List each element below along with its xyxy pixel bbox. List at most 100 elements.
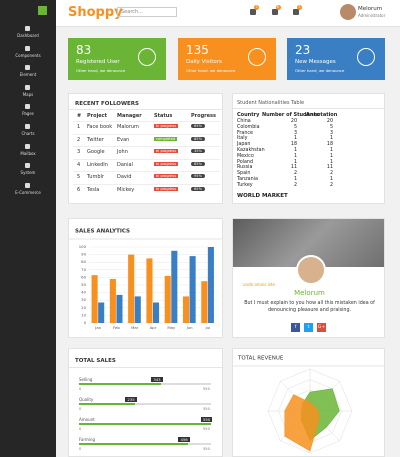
bar (171, 250, 178, 323)
column-header: Progress (191, 113, 216, 119)
social-button[interactable]: f (291, 323, 300, 332)
table-cell: 6 (77, 186, 81, 193)
column-header: Country (237, 112, 260, 118)
table-cell: 1 (293, 148, 297, 153)
menu-icon (25, 65, 30, 71)
y-tick-label: 30 (81, 297, 86, 302)
row-divider (73, 183, 220, 185)
column-header: Project (87, 113, 108, 119)
x-tick-label: May (167, 325, 176, 330)
table-cell: 2 (293, 171, 297, 177)
x-tick-label: Apr (150, 325, 157, 330)
social-button[interactable]: G+ (317, 323, 326, 332)
table-cell: Japan (237, 142, 251, 148)
menu-item[interactable]: Maps (22, 91, 34, 97)
table-cell: 2 (329, 182, 333, 188)
bar (201, 281, 208, 323)
table-cell: 3 (329, 130, 333, 136)
column-header: Status (154, 113, 173, 119)
avatar[interactable] (340, 4, 356, 20)
radar-chart: TOTAL REVENUE (233, 356, 384, 454)
menu-icon (25, 104, 30, 110)
y-tick-label: 20 (81, 305, 86, 310)
table-cell: Kazakhstan (237, 148, 265, 153)
bar (98, 302, 105, 323)
table-cell: LinkedIn (87, 161, 108, 168)
table-title: RECENT FOLLOWERS (75, 101, 139, 107)
user-role: Administrator (358, 13, 386, 18)
y-tick-label: 50 (81, 282, 86, 287)
y-tick-label: 0 (84, 320, 87, 325)
stat-card: 135 Daily Visitors Other hand, we denounce (178, 38, 276, 80)
table-cell: Turkey (237, 182, 253, 188)
table-cell: David (117, 174, 132, 180)
user-name: Melorum (358, 6, 383, 12)
scale-min: 0 (79, 427, 82, 431)
table-cell: 11 (326, 165, 333, 171)
menu-toggle[interactable] (38, 6, 47, 15)
profile-tag: unde omnis iste (243, 282, 275, 287)
bar (207, 247, 214, 323)
chart-title: SALES ANALYTICS (75, 229, 130, 235)
table-cell: 2 (77, 136, 81, 143)
table-cell: 18 (326, 142, 333, 148)
value-badge: 456 (178, 437, 190, 442)
badge: 3 (254, 5, 259, 10)
chart-title: TOTAL REVENUE (237, 356, 284, 362)
stat-value: 135 (186, 43, 209, 57)
progress-bar (79, 383, 162, 385)
menu-item[interactable]: Mailbox (20, 150, 36, 156)
total-sales-card: TOTAL SALES Selling 343 0 550 Quality 235 0 550 A… (68, 348, 223, 457)
progress-badge: 65% (191, 186, 205, 191)
scale-min: 0 (79, 387, 82, 391)
search-placeholder: Search... (121, 9, 143, 15)
bar-chart: SALES ANALYTICS 0 10 20 30 40 50 60 70 80 90 100 Jan… (69, 229, 222, 330)
y-tick-label: 10 (81, 312, 86, 317)
table-cell: France (237, 130, 253, 136)
row-divider (73, 133, 220, 135)
table-cell: 1 (329, 159, 333, 165)
menu-item[interactable]: Charts (21, 131, 35, 136)
table-cell: 5 (329, 124, 333, 130)
menu-item[interactable]: System (20, 170, 36, 176)
stat-icon (248, 48, 266, 66)
status-badge: In progress (154, 186, 178, 191)
radar-area (284, 394, 320, 452)
progress-badge: 35% (191, 149, 205, 153)
table-cell: 20 (290, 119, 297, 124)
menu-icon (25, 163, 30, 169)
y-tick-label: 70 (81, 267, 86, 272)
table-cell: 11 (290, 165, 297, 171)
table-cell: 1 (293, 177, 297, 182)
menu-icon (25, 182, 30, 188)
scale-max: 550 (203, 387, 210, 391)
menu-icon (25, 84, 30, 90)
stat-icon (138, 48, 156, 66)
table-cell: 18 (290, 142, 297, 148)
progress-bar (79, 403, 136, 405)
column-header: Manager (117, 113, 142, 119)
badge: 5 (297, 5, 302, 10)
menu-item[interactable]: Pages (22, 111, 34, 117)
table-cell: Russia (237, 165, 253, 171)
progress-bar (79, 423, 211, 425)
divider (233, 108, 384, 109)
bar (189, 256, 196, 323)
table-cell: 5 (293, 124, 297, 130)
metric-label: Farming (79, 437, 96, 442)
menu-icon (25, 143, 30, 149)
menu-item[interactable]: Element (19, 72, 37, 78)
menu-item[interactable]: Dashboard (17, 33, 39, 38)
search-box[interactable]: Search... (117, 7, 177, 17)
x-tick-label: Mar (131, 325, 139, 330)
table-title: Student Nationalities Table (237, 100, 305, 106)
bar (109, 278, 116, 323)
row-divider (73, 146, 220, 147)
table-cell: 3 (77, 149, 81, 155)
bar (146, 258, 153, 323)
menu-item[interactable]: Components (15, 52, 41, 58)
social-button[interactable]: t (304, 323, 313, 332)
y-tick-label: 100 (79, 244, 87, 249)
menu-item[interactable]: E-Commerce (15, 189, 41, 195)
